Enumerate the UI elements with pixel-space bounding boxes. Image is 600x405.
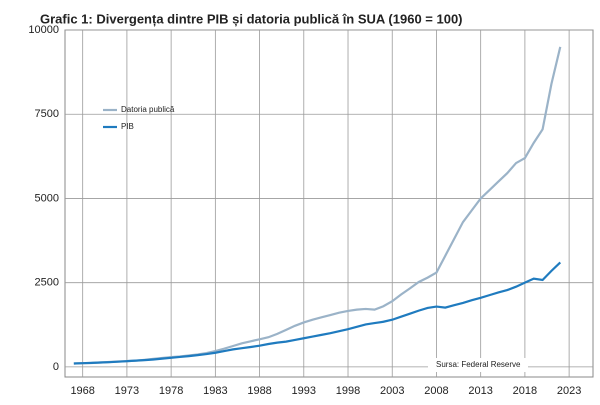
y-tick-label: 10000 (28, 24, 59, 36)
chart-title: Grafic 1: Divergența dintre PIB și dator… (40, 11, 463, 26)
y-tick-label: 2500 (35, 277, 59, 289)
x-tick-label: 1973 (115, 385, 139, 397)
data-line (73, 46, 562, 365)
annotation-box (428, 358, 528, 372)
legend-label: PIB (121, 122, 134, 131)
x-tick-label: 1968 (70, 385, 94, 397)
y-tick-label: 7500 (35, 108, 59, 120)
x-tick-label: 2008 (424, 385, 448, 397)
x-tick-label: 1978 (159, 385, 183, 397)
x-tick-label: 1988 (247, 385, 271, 397)
x-tick-label: 2003 (380, 385, 404, 397)
data-line (73, 261, 562, 365)
x-tick-label: 2018 (513, 385, 537, 397)
y-tick-label: 0 (53, 361, 59, 373)
x-tick-label: 1998 (336, 385, 360, 397)
annotation: Sursa: Federal Reserve (436, 360, 521, 369)
plot-frame (64, 29, 594, 378)
x-tick-label: 1993 (292, 385, 316, 397)
x-tick-label: 2023 (557, 385, 581, 397)
x-tick-label: 1983 (203, 385, 227, 397)
x-tick-label: 2013 (468, 385, 492, 397)
legend-label: Datoria publică (121, 105, 175, 114)
y-tick-label: 5000 (35, 192, 59, 204)
